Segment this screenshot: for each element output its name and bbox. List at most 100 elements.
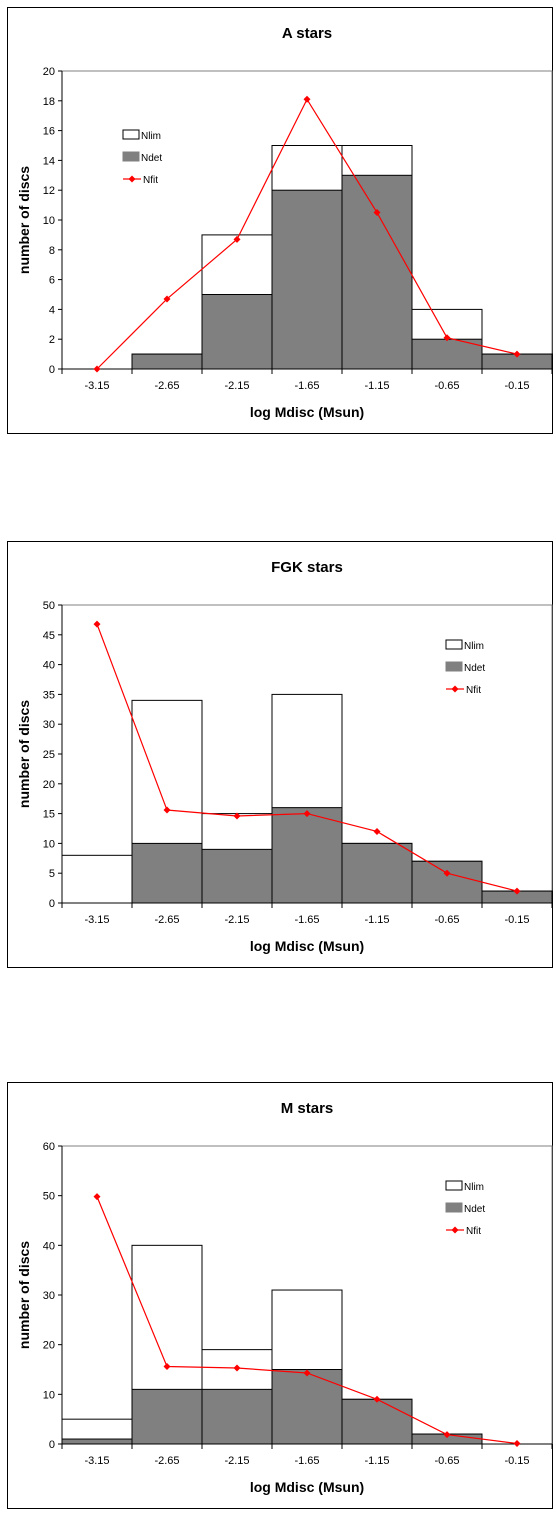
x-tick-label: -3.15 bbox=[84, 380, 109, 392]
y-tick-label: 10 bbox=[43, 838, 55, 850]
x-axis-title: log Mdisc (Msun) bbox=[250, 1479, 364, 1495]
x-tick-label: -1.15 bbox=[364, 1455, 389, 1467]
legend-label-ndet: Ndet bbox=[464, 1204, 485, 1215]
x-tick-label: -2.15 bbox=[224, 914, 249, 926]
x-tick-label: -2.65 bbox=[154, 1455, 179, 1467]
legend: Nlim Ndet Nfit bbox=[445, 639, 485, 696]
y-tick-label: 0 bbox=[49, 1439, 55, 1451]
nfit-point bbox=[303, 95, 311, 103]
x-tick-label: -0.65 bbox=[434, 914, 459, 926]
x-tick-label: -0.65 bbox=[434, 380, 459, 392]
nfit-point bbox=[513, 1440, 521, 1448]
y-tick-label: 20 bbox=[43, 1340, 55, 1352]
legend-label-nlim: Nlim bbox=[464, 1182, 484, 1193]
y-tick-label: 8 bbox=[49, 245, 55, 257]
y-tick-label: 50 bbox=[43, 1191, 55, 1203]
y-tick-label: 15 bbox=[43, 809, 55, 821]
y-tick-label: 25 bbox=[43, 749, 55, 761]
chart-title: FGK stars bbox=[271, 559, 343, 576]
legend-marker-nfit bbox=[128, 175, 136, 183]
bar-ndet bbox=[341, 842, 413, 904]
y-tick-label: 10 bbox=[43, 1389, 55, 1401]
y-tick-label: 60 bbox=[43, 1141, 55, 1153]
nfit-point bbox=[93, 1193, 101, 1201]
bar-ndet bbox=[341, 174, 413, 370]
nfit-point bbox=[303, 1369, 311, 1377]
legend-swatch-ndet bbox=[122, 151, 140, 162]
chart-title: A stars bbox=[282, 25, 332, 42]
legend-swatch-ndet bbox=[445, 1202, 463, 1213]
chart-fgk-stars: FGK stars 0 5 10 15 20 25 30 35 40 45 50 -3.15 -2.65 -… bbox=[16, 559, 553, 954]
y-tick-label: 30 bbox=[43, 1290, 55, 1302]
y-tick-label: 50 bbox=[43, 600, 55, 612]
x-tick-label: -1.15 bbox=[364, 914, 389, 926]
chart-m-stars: M stars 0 10 20 30 40 50 60 -3.15 -2.65 -2.15 -1.65… bbox=[16, 1100, 553, 1495]
nfit-point bbox=[373, 1395, 381, 1403]
bar-ndet bbox=[201, 1388, 273, 1445]
nfit-point bbox=[443, 869, 451, 877]
y-tick-label: 20 bbox=[43, 66, 55, 78]
bar-nlim bbox=[61, 854, 133, 904]
x-tick-label: -3.15 bbox=[84, 1455, 109, 1467]
bar-ndet bbox=[271, 1369, 343, 1445]
x-tick-label: -2.15 bbox=[224, 1455, 249, 1467]
y-tick-label: 0 bbox=[49, 898, 55, 910]
x-tick-label: -0.15 bbox=[504, 380, 529, 392]
x-axis-title: log Mdisc (Msun) bbox=[250, 404, 364, 420]
y-tick-label: 10 bbox=[43, 215, 55, 227]
y-axis-title: number of discs bbox=[16, 166, 32, 274]
bar-ndet bbox=[411, 860, 483, 904]
legend-label-nfit: Nfit bbox=[466, 685, 481, 696]
x-tick-label: -1.15 bbox=[364, 380, 389, 392]
nfit-point bbox=[163, 295, 171, 303]
nfit-point bbox=[233, 1364, 241, 1372]
nfit-point bbox=[373, 209, 381, 217]
legend-swatch-ndet bbox=[445, 661, 463, 672]
nfit-point bbox=[513, 887, 521, 895]
legend-label-nlim: Nlim bbox=[141, 131, 161, 142]
chart-panel-fgk-stars: FGK stars 0 5 10 15 20 25 30 35 40 45 50 -3.15 -2.65 -… bbox=[7, 541, 553, 968]
bar-ndet bbox=[271, 189, 343, 370]
legend-swatch-nlim bbox=[445, 1180, 463, 1191]
bar-ndet bbox=[271, 807, 343, 904]
legend-label-nfit: Nfit bbox=[143, 175, 158, 186]
y-tick-label: 5 bbox=[49, 868, 55, 880]
legend-label-ndet: Ndet bbox=[464, 663, 485, 674]
x-tick-label: -2.65 bbox=[154, 380, 179, 392]
x-tick-label: -0.15 bbox=[504, 914, 529, 926]
x-axis-title: log Mdisc (Msun) bbox=[250, 938, 364, 954]
bar-ndet bbox=[61, 1438, 133, 1445]
nfit-point bbox=[303, 810, 311, 818]
x-tick-label: -0.15 bbox=[504, 1455, 529, 1467]
legend-swatch-nlim bbox=[445, 639, 463, 650]
chart-title: M stars bbox=[281, 1100, 334, 1117]
y-axis-title: number of discs bbox=[16, 700, 32, 808]
legend-marker-nfit bbox=[451, 685, 459, 693]
x-tick-label: -2.15 bbox=[224, 380, 249, 392]
nfit-point bbox=[513, 350, 521, 358]
legend-swatch-nlim bbox=[122, 129, 140, 140]
chart-panel-a-stars: A stars 0 2 4 6 8 10 12 14 16 18 20 -3.15 -2.65 -2.15 -… bbox=[7, 7, 553, 434]
bar-ndet bbox=[341, 1398, 413, 1445]
y-tick-label: 35 bbox=[43, 689, 55, 701]
y-axis-title: number of discs bbox=[16, 1241, 32, 1349]
y-tick-label: 18 bbox=[43, 96, 55, 108]
y-tick-label: 40 bbox=[43, 1240, 55, 1252]
bar-ndet bbox=[201, 294, 273, 370]
bar-ndet bbox=[131, 842, 203, 904]
nfit-point bbox=[233, 812, 241, 820]
y-tick-label: 45 bbox=[43, 630, 55, 642]
nfit-point bbox=[373, 827, 381, 835]
bar-ndet bbox=[131, 1388, 203, 1445]
y-tick-label: 30 bbox=[43, 719, 55, 731]
chart-a-stars: A stars 0 2 4 6 8 10 12 14 16 18 20 -3.15 -2.65 -2.15 -… bbox=[16, 25, 553, 420]
nfit-point bbox=[443, 334, 451, 342]
legend-label-ndet: Ndet bbox=[141, 153, 162, 164]
nfit-point bbox=[93, 365, 101, 373]
chart-panel-m-stars: M stars 0 10 20 30 40 50 60 -3.15 -2.65 -2.15 -1.65… bbox=[7, 1082, 553, 1509]
x-tick-label: -1.65 bbox=[294, 914, 319, 926]
nfit-point bbox=[233, 235, 241, 243]
x-tick-label: -1.65 bbox=[294, 1455, 319, 1467]
bar-ndet bbox=[201, 848, 273, 904]
x-tick-label: -0.65 bbox=[434, 1455, 459, 1467]
